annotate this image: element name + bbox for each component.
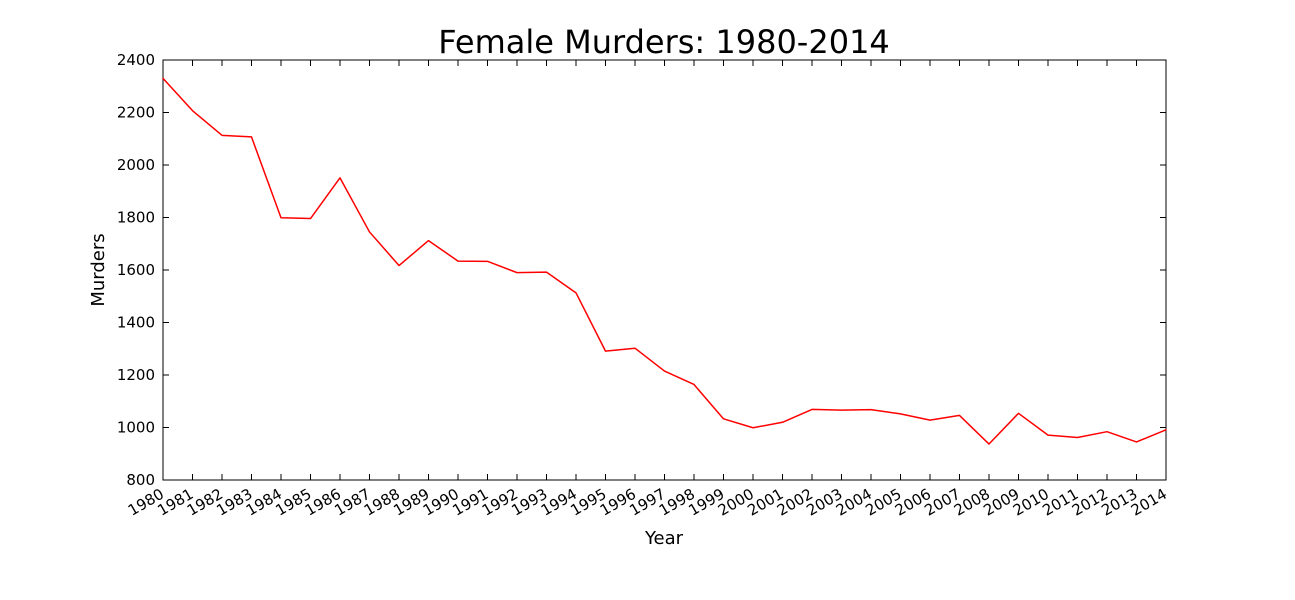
y-tick-label: 1400 bbox=[117, 314, 155, 332]
y-tick-label: 2000 bbox=[117, 156, 155, 174]
plot-frame bbox=[162, 59, 1167, 481]
series-layer bbox=[162, 77, 1167, 445]
y-tick-label: 1200 bbox=[117, 366, 155, 384]
y-tick-label: 2200 bbox=[117, 104, 155, 122]
series-line-1 bbox=[162, 77, 1167, 445]
y-tick-label: 800 bbox=[126, 471, 155, 489]
chart-title: Female Murders: 1980-2014 bbox=[438, 23, 890, 61]
y-axis-label: Murders bbox=[88, 233, 109, 306]
x-axis-label: Year bbox=[644, 528, 684, 549]
y-tick-label: 1000 bbox=[117, 419, 155, 437]
y-axis: 800 1000 1200 1400 1600 1800 2000 2200 2400 bbox=[117, 51, 1166, 489]
y-tick-label: 1800 bbox=[117, 209, 155, 227]
plot-area bbox=[162, 59, 1167, 481]
y-tick-label: 2400 bbox=[117, 51, 155, 69]
y-tick-label: 1600 bbox=[117, 261, 155, 279]
